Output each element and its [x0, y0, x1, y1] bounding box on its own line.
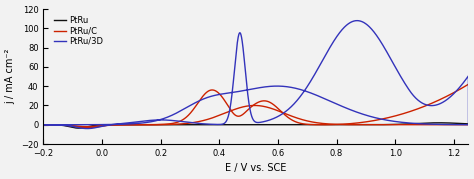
Line: PtRu: PtRu	[44, 123, 468, 128]
PtRu	[41, 124, 46, 126]
PtRu/3D	[41, 124, 46, 126]
PtRu/C	[349, 122, 355, 125]
PtRu	[223, 124, 228, 126]
PtRu	[243, 124, 248, 126]
Y-axis label: j / mA cm⁻²: j / mA cm⁻²	[6, 49, 16, 104]
PtRu/C	[85, 127, 91, 129]
PtRu/3D	[41, 124, 46, 126]
PtRu	[453, 122, 458, 124]
PtRu/3D	[348, 21, 354, 23]
X-axis label: E / V vs. SCE: E / V vs. SCE	[225, 163, 287, 173]
PtRu/3D	[260, 86, 266, 88]
Line: PtRu/3D: PtRu/3D	[44, 21, 468, 129]
PtRu/C	[453, 91, 458, 93]
PtRu	[436, 122, 442, 124]
PtRu/C	[243, 111, 248, 113]
Line: PtRu/C: PtRu/C	[44, 84, 468, 128]
Legend: PtRu, PtRu/C, PtRu/3D: PtRu, PtRu/C, PtRu/3D	[52, 14, 105, 47]
PtRu/3D	[387, 120, 393, 122]
PtRu/C	[431, 101, 437, 103]
PtRu	[349, 124, 355, 126]
PtRu	[76, 127, 82, 129]
PtRu/3D	[215, 94, 220, 96]
PtRu/C	[41, 124, 46, 126]
PtRu/3D	[354, 20, 360, 22]
PtRu/C	[223, 101, 228, 103]
PtRu	[431, 122, 437, 124]
PtRu/3D	[83, 127, 89, 130]
PtRu/3D	[350, 110, 356, 112]
PtRu/C	[465, 83, 471, 85]
PtRu/C	[219, 96, 225, 98]
PtRu/3D	[84, 127, 90, 130]
PtRu	[219, 124, 225, 126]
PtRu	[465, 123, 471, 125]
